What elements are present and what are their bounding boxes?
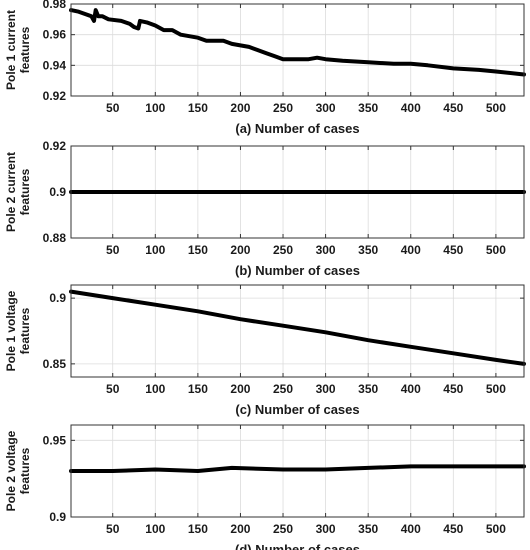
plot-area (71, 4, 524, 96)
x-tick-label: 450 (443, 522, 463, 536)
y-tick-label: 0.9 (49, 510, 66, 524)
x-tick-label: 250 (273, 243, 293, 257)
x-tick-label: 150 (188, 382, 208, 396)
y-axis-label: Pole 1 voltagefeatures (4, 290, 32, 371)
x-tick-label: 300 (316, 101, 336, 115)
x-tick-label: 300 (316, 382, 336, 396)
x-tick-label: 350 (358, 243, 378, 257)
plot-area (71, 285, 524, 377)
data-series-line (69, 464, 526, 473)
y-tick-label: 0.98 (43, 0, 67, 11)
y-axis-label: Pole 1 currentfeatures (4, 10, 32, 90)
x-tick-label: 250 (273, 101, 293, 115)
x-tick-label: 100 (145, 522, 165, 536)
x-tick-label: 250 (273, 522, 293, 536)
x-tick-label: 100 (145, 382, 165, 396)
x-tick-label: 50 (106, 101, 120, 115)
y-tick-label: 0.95 (43, 433, 67, 447)
x-tick-label: 400 (401, 101, 421, 115)
x-tick-label: 500 (486, 522, 506, 536)
y-tick-label: 0.92 (43, 89, 67, 103)
x-tick-label: 450 (443, 382, 463, 396)
x-tick-label: 450 (443, 243, 463, 257)
y-tick-label: 0.92 (43, 139, 67, 153)
x-tick-label: 50 (106, 243, 120, 257)
y-tick-label: 0.96 (43, 28, 67, 42)
x-tick-label: 250 (273, 382, 293, 396)
chart-panel-d: 50 100 150 200 250 300 350 400 450 500 0.9 0.95 (d) … (4, 424, 526, 550)
x-tick-label: 400 (401, 522, 421, 536)
y-tick-label: 0.88 (43, 231, 67, 245)
x-tick-label: 150 (188, 101, 208, 115)
y-tick-label: 0.94 (43, 58, 67, 72)
y-axis-label-line: Pole 1 current (4, 10, 18, 90)
x-tick-label: 400 (401, 243, 421, 257)
x-tick-label: 350 (358, 522, 378, 536)
chart-panel-c: 50 100 150 200 250 300 350 400 450 500 0.85 0.9 (c) … (4, 284, 526, 417)
chart-panel-b: 50 100 150 200 250 300 350 400 450 500 0.88 0.9 0.92… (4, 139, 526, 278)
x-tick-label: 200 (230, 243, 250, 257)
axes-frame (70, 3, 525, 97)
y-tick-label: 0.85 (43, 357, 67, 371)
x-tick-label: 500 (486, 382, 506, 396)
x-tick-label: 350 (358, 101, 378, 115)
x-axis-label: (b) Number of cases (235, 263, 360, 278)
x-axis-label: (c) Number of cases (235, 402, 359, 417)
y-axis-label-line: Pole 2 voltage (4, 430, 18, 511)
y-tick-label: 0.9 (49, 291, 66, 305)
data-series-line (69, 8, 526, 77)
x-tick-label: 200 (230, 382, 250, 396)
chart-panel-a: 50 100 150 200 250 300 350 400 450 500 0.92 0.94 0.9… (4, 0, 526, 136)
y-axis-label-line: features (18, 447, 32, 494)
data-series-line (69, 289, 526, 366)
x-axis-label: (a) Number of cases (235, 121, 359, 136)
x-tick-label: 350 (358, 382, 378, 396)
x-tick-label: 450 (443, 101, 463, 115)
x-tick-label: 500 (486, 243, 506, 257)
x-tick-label: 50 (106, 382, 120, 396)
y-axis-label-line: features (18, 307, 32, 354)
y-axis-label-line: Pole 1 voltage (4, 290, 18, 371)
y-tick-label: 0.9 (49, 185, 66, 199)
axes-frame (70, 284, 525, 378)
x-tick-label: 150 (188, 243, 208, 257)
x-tick-label: 500 (486, 101, 506, 115)
x-tick-label: 200 (230, 101, 250, 115)
y-axis-label: Pole 2 voltagefeatures (4, 430, 32, 511)
x-tick-label: 300 (316, 522, 336, 536)
x-tick-label: 100 (145, 101, 165, 115)
x-tick-label: 300 (316, 243, 336, 257)
y-axis-label: Pole 2 currentfeatures (4, 152, 32, 232)
x-tick-label: 50 (106, 522, 120, 536)
axes-frame (70, 145, 525, 239)
axes-frame (70, 424, 525, 518)
x-tick-label: 150 (188, 522, 208, 536)
x-tick-label: 100 (145, 243, 165, 257)
y-axis-label-line: features (18, 26, 32, 73)
y-axis-label-line: features (18, 168, 32, 215)
x-axis-label: (d) Number of cases (235, 542, 360, 550)
x-tick-label: 400 (401, 382, 421, 396)
y-axis-label-line: Pole 2 current (4, 152, 18, 232)
x-tick-label: 200 (230, 522, 250, 536)
